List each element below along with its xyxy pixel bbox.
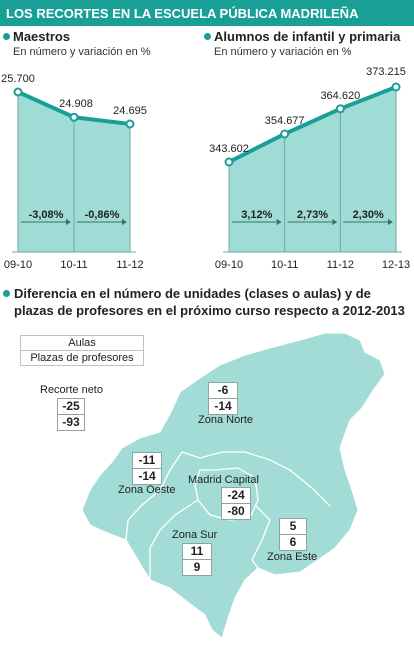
legend-aulas: Aulas	[20, 335, 144, 351]
zone-border	[181, 451, 331, 507]
data-label: 364.620	[320, 90, 360, 102]
zone-border	[251, 504, 271, 569]
arrow-head	[66, 219, 71, 225]
arrow-head	[332, 219, 338, 225]
data-label: 25.700	[1, 73, 35, 85]
data-point	[125, 119, 135, 129]
x-tick-label: 10-11	[60, 259, 87, 271]
map-region	[81, 332, 386, 639]
chart1-title: Maestros	[13, 29, 71, 44]
zona-este-label: Zona Este	[267, 551, 318, 563]
data-point	[280, 129, 290, 139]
bullet-icon	[204, 33, 211, 40]
zona-norte-plazas: -14	[214, 399, 232, 413]
zona-sur-aulas: 11	[183, 544, 211, 560]
madrid-capital-values: -24 -80	[221, 487, 251, 520]
zona-sur-plazas: 9	[193, 560, 201, 574]
chart2-subtitle: En número y variación en %	[214, 46, 352, 58]
data-label: 343.602	[209, 143, 249, 155]
x-tick-label: 09-10	[215, 259, 243, 271]
zona-oeste-aulas: -11	[133, 453, 161, 469]
zona-oeste-values: -11 -14	[132, 452, 162, 485]
legend-plazas: Plazas de profesores	[20, 350, 144, 366]
data-label: 373.215	[366, 66, 406, 78]
data-point	[224, 157, 234, 167]
chart1-subtitle: En número y variación en %	[13, 46, 151, 58]
zona-este-values: 5 6	[279, 518, 307, 551]
madrid-capital-plazas: -80	[227, 504, 245, 518]
x-tick-label: 10-11	[271, 259, 298, 271]
x-tick-label: 11-12	[116, 259, 143, 271]
zona-norte-label: Zona Norte	[198, 414, 254, 426]
map-title: Diferencia en el número de unidades (cla…	[14, 286, 405, 318]
madrid-map	[81, 332, 386, 639]
zona-norte-values: -6 -14	[208, 382, 238, 415]
chart2-title: Alumnos de infantil y primaria	[214, 29, 401, 44]
neto-values: -25 -93	[57, 398, 85, 431]
zona-norte-aulas: -6	[209, 383, 237, 399]
variation-label: 2,30%	[353, 209, 384, 221]
arrow-head	[122, 219, 127, 225]
x-tick-label: 12-13	[382, 259, 410, 271]
chart-alumnos: 343.602 09-10 354.677 10-11 364.620 11-12 373.…	[209, 66, 410, 271]
x-tick-label: 11-12	[327, 259, 354, 271]
bullet-icon	[3, 290, 10, 297]
zona-oeste-plazas: -14	[138, 469, 156, 483]
bullet-icon	[3, 33, 10, 40]
madrid-capital-aulas: -24	[222, 488, 250, 504]
neto-label: Recorte neto	[40, 384, 103, 396]
data-label: 354.677	[265, 115, 305, 127]
data-point	[335, 104, 345, 114]
madrid-capital-label: Madrid Capital	[188, 474, 259, 486]
variation-label: 2,73%	[297, 209, 328, 221]
area-fill	[229, 87, 396, 252]
variation-label: -3,08%	[29, 209, 64, 221]
data-point	[69, 112, 79, 122]
variation-label: -0,86%	[85, 209, 120, 221]
zona-este-aulas: 5	[280, 519, 306, 535]
zone-border	[125, 451, 183, 541]
variation-label: 3,12%	[241, 209, 272, 221]
zona-sur-label: Zona Sur	[172, 529, 218, 541]
header-title: LOS RECORTES EN LA ESCUELA PÚBLICA MADRI…	[6, 6, 359, 21]
data-point	[13, 87, 23, 97]
arrow-head	[276, 219, 282, 225]
data-point	[391, 82, 401, 92]
chart-maestros: 25.700 09-10 24.908 10-11 24.695 11-12 -3,08% -…	[1, 73, 147, 271]
neto-plazas: -93	[62, 415, 80, 429]
data-label: 24.695	[113, 105, 147, 117]
x-tick-label: 09-10	[4, 259, 32, 271]
data-label: 24.908	[59, 98, 93, 110]
zone-border	[149, 499, 199, 580]
header-bar: LOS RECORTES EN LA ESCUELA PÚBLICA MADRI…	[0, 0, 414, 26]
zona-oeste-label: Zona Oeste	[118, 484, 176, 496]
neto-aulas: -25	[58, 399, 84, 415]
zona-este-plazas: 6	[289, 535, 297, 549]
zona-sur-values: 11 9	[182, 543, 212, 576]
arrow-head	[388, 219, 393, 225]
series-line	[228, 85, 397, 164]
